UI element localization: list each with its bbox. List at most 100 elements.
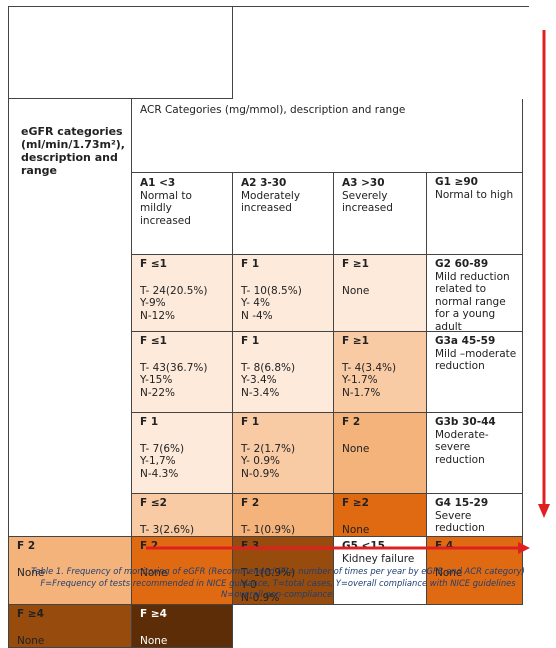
egfr-desc-line: Mild reduction [435, 270, 510, 283]
frequency-cell: F ≥1 T- 4(3.4%) Y-1.7% N-1.7% [334, 332, 427, 413]
frequency-cell: F ≥4 None [132, 605, 233, 648]
egfr-desc-line: Normal to high [435, 188, 514, 201]
acr-desc-line: Moderately [241, 189, 301, 202]
egfr-code: G2 60-89 [435, 258, 489, 270]
acr-a1-header: A1 <3 Normal to mildly increased [132, 173, 233, 255]
frequency-label: F 1 [140, 416, 159, 428]
egfr-title-line: (ml/min/1.73m²), [21, 138, 125, 151]
cell-value: T- 3(2.6%) [140, 523, 195, 536]
frequency-cell: F 1 T- 10(8.5%) Y- 4% N -4% [233, 255, 334, 332]
frequency-cell: F 2 None [334, 413, 427, 494]
frequency-cell: F ≤2T- 3(2.6%)Y-0N-2.6% [132, 494, 233, 537]
egfr-desc-line: adult [435, 320, 462, 332]
right-arrow-icon [146, 542, 530, 554]
cell-value: None [342, 284, 370, 297]
cell-value: None [342, 442, 370, 455]
cell-value: N-4.3% [140, 467, 179, 480]
frequency-label: F 2 [17, 540, 36, 552]
egfr-code: G1 ≥90 [435, 176, 478, 188]
egfr-desc-line: Kidney failure [342, 552, 415, 565]
frequency-cell: F 2 None [9, 537, 132, 605]
cell-value: T- 4(3.4%) [342, 361, 397, 374]
egfr-row-header: G3a 45-59 Mild –moderate reduction [427, 332, 523, 413]
cell-value: None [17, 634, 45, 647]
frequency-cell: F ≤1 T- 24(20.5%) Y-9% N-12% [132, 255, 233, 332]
cell-value: Y-0 [241, 579, 257, 591]
egfr-desc-line: for a young [435, 308, 496, 320]
cell-value: Y- 4% [241, 297, 270, 309]
frequency-label: F 1 [241, 416, 260, 428]
egfr-code: G3b 30-44 [435, 416, 496, 428]
acr-code: A1 <3 [140, 177, 176, 189]
egfr-desc-line: severe [435, 441, 471, 453]
acr-code: A2 3-30 [241, 177, 287, 189]
caption-line: F=Frequency of tests recommended in NICE… [40, 577, 516, 588]
frequency-label: F ≥4 [140, 608, 167, 620]
frequency-label: F ≤1 [140, 258, 167, 270]
egfr-code: G4 15-29 [435, 497, 489, 509]
down-arrow-icon [538, 30, 550, 518]
egfr-row-header: G4 15-29 Severe reduction [427, 494, 523, 537]
egfr-desc-line: Mild –moderate [435, 347, 517, 360]
table-caption: Table 1. Frequency of monitoring of eGFR… [0, 566, 556, 601]
egfr-title-line: eGFR categories [21, 125, 123, 138]
egfr-row-header: G1 ≥90 Normal to high [427, 173, 523, 255]
egfr-desc-line: reduction [435, 522, 485, 534]
cell-value: N-0.9% [241, 591, 280, 604]
cell-value: T- 43(36.7%) [140, 361, 208, 374]
cell-value: None [17, 566, 45, 579]
cell-value: N-3.4% [241, 386, 280, 399]
cell-value: T- 1(0.9%) [241, 523, 296, 536]
cell-value: None [342, 523, 370, 536]
acr-desc-line: increased [140, 214, 191, 227]
frequency-label: F ≤2 [140, 497, 167, 509]
frequency-label: F 2 [241, 497, 260, 509]
caption-line: Table 1. Frequency of monitoring of eGFR… [31, 566, 525, 576]
caption-line: N=overall non-compliance. [221, 589, 335, 599]
cell-value: T- 2(1.7%) [241, 442, 296, 455]
frequency-label: F ≤1 [140, 335, 167, 347]
monitoring-table: ACR Categories (mg/mmol), description an… [8, 6, 529, 648]
frequency-label: F 2 [342, 416, 361, 428]
cell-value: T- 10(8.5%) [241, 284, 302, 297]
egfr-code: G3a 45-59 [435, 335, 496, 347]
frequency-cell: F 2T- 1(0.9%)Y-0N-0.9% [233, 494, 334, 537]
cell-value: Y- 0.9% [241, 455, 280, 467]
egfr-desc-line: reduction [435, 360, 485, 372]
frequency-cell: F 1 T- 8(6.8%) Y-3.4% N-3.4% [233, 332, 334, 413]
egfr-row-header: G3b 30-44 Moderate-severe reduction [427, 413, 523, 494]
frequency-label: F ≥2 [342, 497, 369, 509]
egfr-title-line: range [21, 164, 58, 177]
frequency-label: F ≥4 [17, 608, 44, 620]
egfr-categories-title: eGFR categories (ml/min/1.73m²), descrip… [9, 99, 132, 537]
cell-value: T- 8(6.8%) [241, 361, 296, 374]
cell-value: Y-3.4% [241, 374, 277, 386]
frequency-label: F 1 [241, 258, 260, 270]
cell-value: N-12% [140, 309, 175, 322]
acr-desc-line: increased [241, 202, 292, 214]
egfr-row-header: G2 60-89 Mild reduction related to normal r… [427, 255, 523, 332]
acr-desc-line: Severely [342, 189, 388, 202]
cell-value: T- 1(0.9%) [241, 566, 296, 579]
egfr-title-line: description and [21, 151, 118, 164]
frequency-label: F ≥1 [342, 258, 369, 270]
cell-value: N-22% [140, 386, 175, 399]
frequency-label: F 1 [241, 335, 260, 347]
egfr-desc-line: Severe [435, 509, 472, 522]
frequency-cell: F ≥2 None [334, 494, 427, 537]
frequency-cell: F 1 T- 2(1.7%) Y- 0.9% N-0.9% [233, 413, 334, 494]
cell-value: Y-15% [140, 374, 173, 386]
egfr-desc-line: reduction [435, 453, 485, 466]
cell-value: N-1.7% [342, 386, 381, 399]
cell-value: N -4% [241, 309, 273, 322]
acr-desc-line: mildly [140, 202, 172, 214]
frequency-cell: F ≥1 None [334, 255, 427, 332]
egfr-desc-line: related to [435, 283, 487, 295]
cell-value: None [140, 634, 168, 647]
cell-value: Y-9% [140, 297, 166, 309]
acr-categories-header: ACR Categories (mg/mmol), description an… [132, 99, 523, 173]
frequency-cell: F ≤1 T- 43(36.7%) Y-15% N-22% [132, 332, 233, 413]
cell-value: N-0.9% [241, 467, 280, 480]
egfr-desc-line: Moderate- [435, 428, 489, 441]
frequency-cell: F ≥4 None [9, 605, 132, 648]
